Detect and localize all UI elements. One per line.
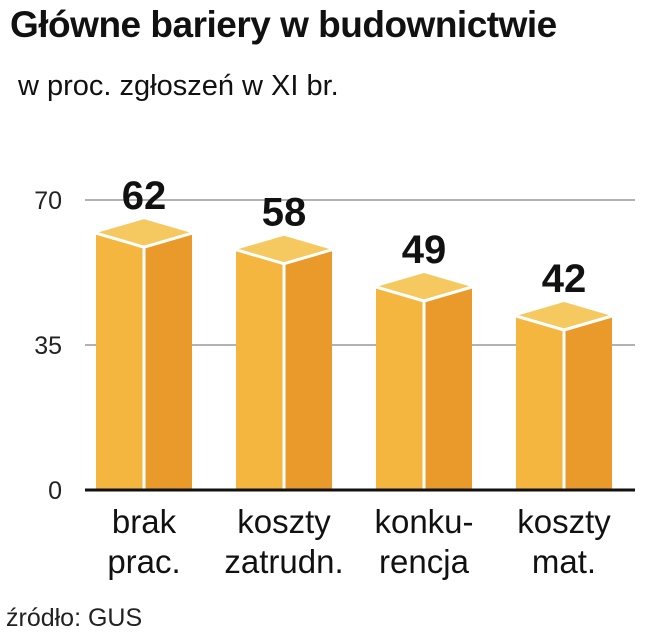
bar-side — [424, 287, 472, 490]
x-tick-label: mat. — [532, 543, 596, 580]
y-tick-label: 35 — [34, 332, 62, 360]
bar-side — [564, 316, 612, 490]
y-tick-label: 70 — [34, 187, 62, 215]
data-label: 42 — [542, 257, 587, 301]
chart-title: Główne bariery w budownictwie — [10, 4, 557, 45]
bar-top — [236, 235, 332, 264]
x-tick-label: koszty — [237, 503, 331, 540]
x-tick-label: prac. — [107, 543, 180, 580]
bar-front — [516, 316, 564, 490]
x-tick-label: koszty — [517, 503, 611, 540]
bar-front — [96, 233, 144, 490]
data-label: 62 — [122, 174, 167, 218]
x-tick-label: brak — [112, 503, 177, 540]
y-tick-label: 0 — [48, 477, 62, 505]
bar-side — [144, 233, 192, 490]
chart-subtitle: w proc. zgłoszeń w XI br. — [18, 70, 339, 102]
x-tick-label: konku- — [374, 503, 473, 540]
bar-front — [376, 287, 424, 490]
data-label: 58 — [262, 191, 307, 235]
bar-side — [284, 249, 332, 490]
x-tick-label: rencja — [379, 543, 470, 580]
data-label: 49 — [402, 228, 447, 272]
x-tick-label: zatrudn. — [224, 543, 343, 580]
bar-front — [236, 249, 284, 490]
chart-source: źródło: GUS — [6, 604, 143, 632]
